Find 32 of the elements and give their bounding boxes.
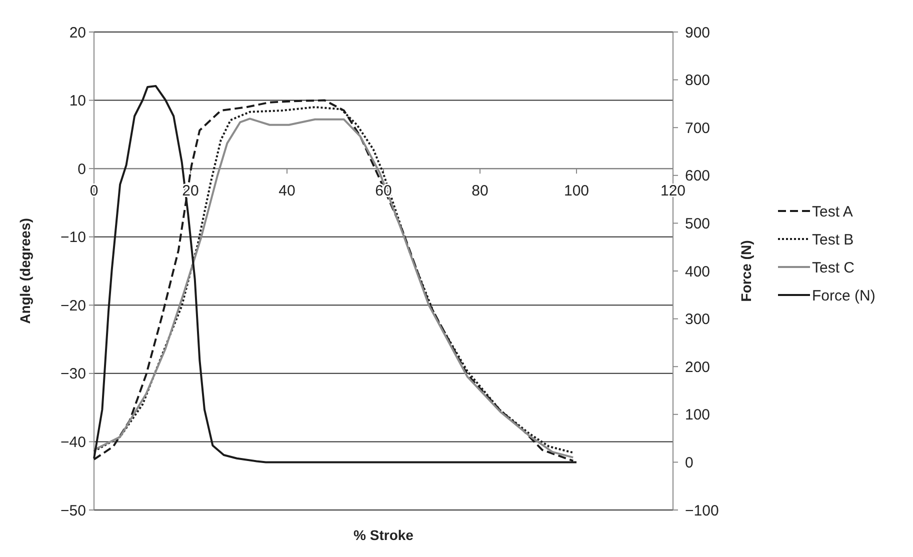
y2-tick-label: 700 [685,120,710,137]
legend-label: Test B [812,231,854,248]
y-tick-label: −20 [60,297,86,314]
y-tick-label: 0 [78,160,86,178]
y-tick-label: 10 [69,92,86,110]
legend-label: Force (N) [812,287,876,304]
y2-tick-label: 100 [685,406,710,424]
y2-tick-label: −100 [685,502,719,520]
y-tick-label: 20 [69,24,86,42]
y2-tick-label: 500 [685,215,710,232]
y2-tick-label: 800 [685,72,710,90]
y-tick-label: −30 [60,366,86,383]
x-tick-label: 80 [472,182,488,200]
y2-tick-label: 400 [685,263,710,280]
x-tick-label: 40 [278,182,296,200]
y2-tick-label: 300 [685,311,710,328]
y2-tick-label: 200 [685,358,710,376]
legend-label: Test C [812,259,855,276]
y2-tick-label: 900 [685,24,710,42]
x-tick-label: 120 [660,182,686,200]
y-tick-label: −10 [60,229,86,246]
x-tick-label: 60 [375,182,392,200]
x-axis-title: % Stroke [354,527,414,543]
y2-tick-label: 600 [685,168,710,185]
legend-label: Test A [812,203,853,220]
y-tick-label: −50 [60,502,86,520]
y-tick-label: −40 [60,434,86,451]
x-tick-label: 100 [564,182,590,200]
y-axis-title: Angle (degrees) [17,218,33,324]
y2-axis-title: Force (N) [738,240,754,302]
x-tick-label: 0 [90,182,98,200]
y2-tick-label: 0 [685,454,694,472]
